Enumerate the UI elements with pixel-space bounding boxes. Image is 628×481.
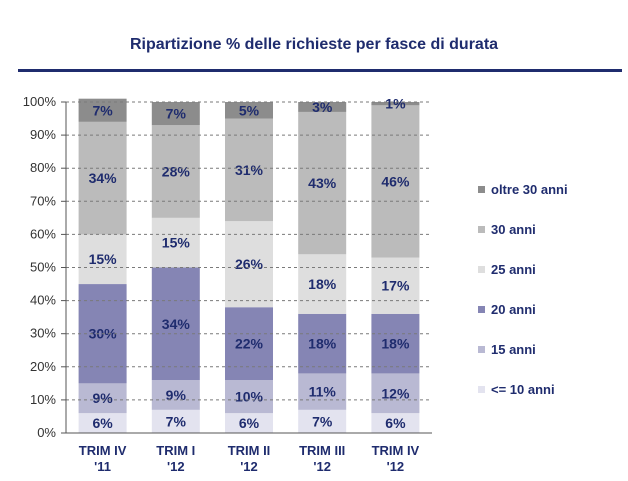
- x-tick-label: '12: [387, 459, 405, 474]
- legend-label: 30 anni: [491, 222, 536, 237]
- y-tick-label: 40%: [30, 293, 56, 308]
- x-tick-label: '12: [240, 459, 258, 474]
- bar-segment: [78, 383, 127, 414]
- data-label: 10%: [235, 389, 264, 405]
- bar-segment: [225, 118, 273, 222]
- data-label: 11%: [309, 384, 337, 400]
- y-tick-label: 90%: [30, 127, 56, 142]
- x-tick-label: '12: [313, 459, 331, 474]
- legend-label: 15 anni: [491, 342, 536, 357]
- y-tick-label: 80%: [30, 160, 56, 175]
- data-label: 34%: [89, 170, 118, 186]
- bar-segment: [298, 409, 347, 433]
- data-label: 15%: [89, 251, 118, 267]
- legend-label: 20 anni: [491, 302, 536, 317]
- bar-segment: [298, 373, 347, 410]
- bar-segment: [225, 102, 273, 119]
- y-tick-label: 50%: [30, 260, 56, 275]
- bar-segment: [151, 125, 200, 218]
- chart-title: Ripartizione % delle richieste per fasce…: [129, 36, 499, 53]
- data-label: 18%: [308, 336, 337, 352]
- data-label: 9%: [166, 387, 187, 403]
- data-label: 6%: [92, 415, 113, 431]
- x-tick-label: TRIM IV: [372, 443, 420, 458]
- bar-segment: [78, 413, 127, 433]
- data-label: 28%: [162, 164, 191, 180]
- bar-segment: [151, 267, 200, 381]
- legend-swatch: [478, 266, 485, 273]
- x-tick-label: '12: [167, 459, 185, 474]
- bar-segment: [78, 234, 127, 285]
- data-label: 17%: [381, 278, 410, 294]
- data-label: 7%: [166, 106, 187, 122]
- bar-segment: [298, 111, 347, 255]
- data-label: 9%: [92, 390, 113, 406]
- data-label: 26%: [235, 256, 264, 272]
- bar-segment: [298, 102, 347, 112]
- legend-swatch: [478, 226, 485, 233]
- bar-segment: [371, 105, 420, 258]
- x-tick-label: TRIM I: [156, 443, 195, 458]
- x-tick-label: TRIM III: [299, 443, 345, 458]
- data-label: 43%: [308, 175, 337, 191]
- legend-label: <= 10 anni: [491, 382, 555, 397]
- data-label: 7%: [312, 413, 333, 429]
- y-tick-label: 60%: [30, 226, 56, 241]
- y-tick-label: 10%: [30, 392, 56, 407]
- data-label: 6%: [385, 415, 406, 431]
- data-label: 22%: [235, 336, 264, 352]
- bar-segment: [298, 254, 347, 314]
- bar-segment: [151, 217, 200, 268]
- data-label: 7%: [92, 102, 113, 118]
- bar-segment: [225, 307, 273, 381]
- x-tick-label: TRIM II: [228, 443, 271, 458]
- y-tick-label: 100%: [23, 94, 57, 109]
- bar-segment: [78, 121, 127, 235]
- bar-segment: [371, 373, 420, 414]
- data-label: 46%: [381, 173, 410, 189]
- bar-segment: [225, 413, 273, 433]
- title-divider: [18, 69, 622, 72]
- bar-segment: [151, 409, 200, 433]
- data-label: 6%: [239, 415, 260, 431]
- y-tick-label: 20%: [30, 359, 56, 374]
- legend-label: 25 anni: [491, 262, 536, 277]
- data-label: 5%: [239, 102, 260, 118]
- bar-segment: [371, 257, 420, 314]
- legend-swatch: [478, 186, 485, 193]
- data-label: 18%: [308, 276, 337, 292]
- legend-swatch: [478, 306, 485, 313]
- data-label: 15%: [162, 235, 191, 251]
- y-tick-label: 70%: [30, 193, 56, 208]
- data-label: 7%: [166, 413, 187, 429]
- bar-segment: [225, 221, 273, 308]
- bar-segment: [371, 313, 420, 374]
- data-label: 31%: [235, 162, 264, 178]
- x-tick-label: '11: [94, 459, 111, 474]
- bar-segment: [225, 380, 273, 414]
- y-tick-label: 0%: [37, 425, 56, 440]
- data-label: 18%: [381, 336, 410, 352]
- x-tick-label: TRIM IV: [79, 443, 127, 458]
- bar-segment: [371, 102, 420, 106]
- data-label: 1%: [385, 96, 406, 112]
- data-label: 3%: [312, 99, 333, 115]
- bar-segment: [371, 413, 420, 433]
- bar-segment: [151, 102, 200, 126]
- data-label: 34%: [162, 316, 191, 332]
- data-label: 12%: [381, 385, 410, 401]
- bar-segment: [78, 98, 127, 122]
- legend-label: oltre 30 anni: [491, 182, 568, 197]
- bar-segment: [298, 313, 347, 374]
- legend-swatch: [478, 346, 485, 353]
- bar-segment: [151, 380, 200, 410]
- legend-swatch: [478, 386, 485, 393]
- y-tick-label: 30%: [30, 326, 56, 341]
